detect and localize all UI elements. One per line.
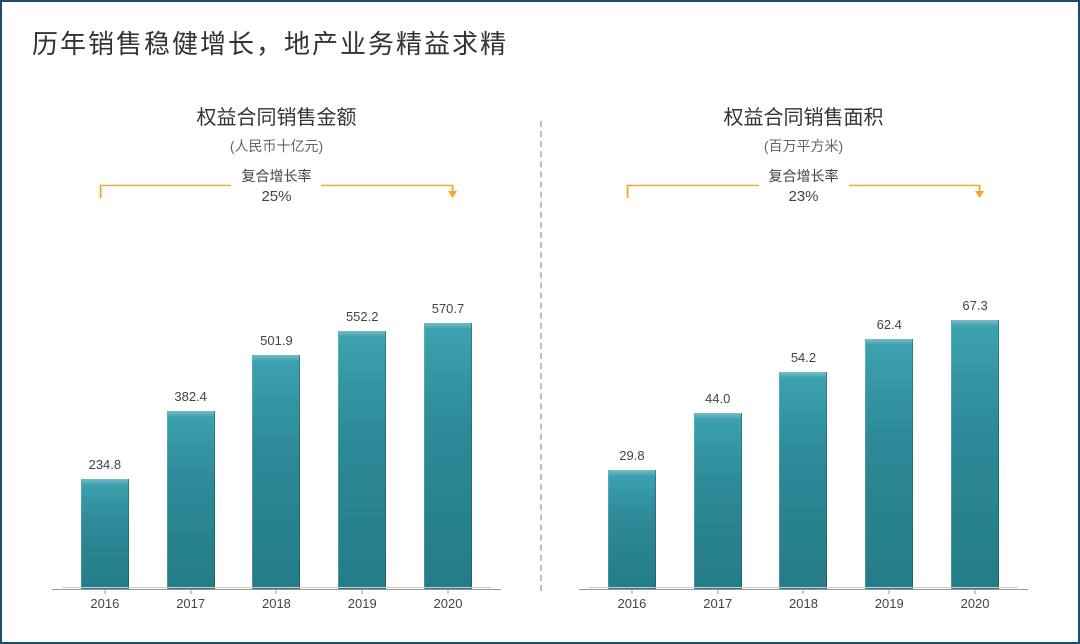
right-bar-group: 62.4 <box>851 339 928 589</box>
left-chart-subtitle: (人民币十亿元) <box>230 136 323 156</box>
left-x-label: 2016 <box>66 596 143 611</box>
left-bar: 382.4 <box>167 411 215 589</box>
left-x-label: 2020 <box>409 596 486 611</box>
right-growth-annotation: 复合增长率 23% <box>579 166 1028 216</box>
left-bar-value: 382.4 <box>158 389 224 404</box>
left-bar-group: 234.8 <box>66 479 143 589</box>
left-bar: 552.2 <box>338 331 386 589</box>
left-x-label: 2019 <box>324 596 401 611</box>
left-growth-annotation: 复合增长率 25% <box>52 166 501 216</box>
left-bar-value: 501.9 <box>243 333 309 348</box>
right-x-axis: 2016 2017 2018 2019 2020 <box>579 589 1028 611</box>
page-title: 历年销售稳健增长，地产业务精益求精 <box>2 2 1078 61</box>
right-x-label: 2017 <box>679 596 756 611</box>
right-bar-value: 62.4 <box>856 317 922 332</box>
right-bar-group: 29.8 <box>593 470 670 589</box>
right-bar-group: 67.3 <box>936 320 1013 589</box>
charts-container: 权益合同销售金额 (人民币十亿元) 复合增长率 25% 234.8 382.4 50… <box>2 61 1078 631</box>
right-bar-group: 44.0 <box>679 413 756 589</box>
left-bar-group: 382.4 <box>152 411 229 589</box>
right-bar-chart: 29.8 44.0 54.2 62.4 67.3 <box>579 222 1028 589</box>
left-bar: 234.8 <box>81 479 129 589</box>
left-growth-label: 复合增长率 25% <box>52 166 501 205</box>
right-growth-label-text: 复合增长率 <box>769 168 839 184</box>
right-bar: 54.2 <box>779 372 827 589</box>
right-chart-panel: 权益合同销售面积 (百万平方米) 复合增长率 23% 29.8 44.0 54.2 6… <box>579 101 1028 611</box>
right-chart-subtitle: (百万平方米) <box>764 136 843 156</box>
left-bar-value: 552.2 <box>329 309 395 324</box>
right-growth-label: 复合增长率 23% <box>579 166 1028 205</box>
vertical-divider <box>540 121 542 591</box>
left-chart-panel: 权益合同销售金额 (人民币十亿元) 复合增长率 25% 234.8 382.4 50… <box>52 101 501 611</box>
left-bar: 570.7 <box>424 323 472 589</box>
left-bar-value: 570.7 <box>415 301 481 316</box>
left-bar: 501.9 <box>252 355 300 589</box>
right-bar: 67.3 <box>951 320 999 589</box>
right-bar: 62.4 <box>865 339 913 589</box>
right-bar: 44.0 <box>694 413 742 589</box>
right-bar: 29.8 <box>608 470 656 589</box>
right-growth-rate: 23% <box>769 188 839 205</box>
left-bar-group: 570.7 <box>409 323 486 589</box>
left-growth-rate: 25% <box>241 188 311 205</box>
left-x-label: 2018 <box>238 596 315 611</box>
left-chart-title: 权益合同销售金额 <box>196 101 356 130</box>
left-bar-group: 501.9 <box>238 355 315 589</box>
right-bar-value: 54.2 <box>770 350 836 365</box>
right-bar-group: 54.2 <box>765 372 842 589</box>
left-growth-label-text: 复合增长率 <box>241 168 311 184</box>
right-bar-value: 29.8 <box>599 448 665 463</box>
right-bar-value: 44.0 <box>685 391 751 406</box>
left-x-axis: 2016 2017 2018 2019 2020 <box>52 589 501 611</box>
right-chart-title: 权益合同销售面积 <box>724 101 884 130</box>
left-bar-group: 552.2 <box>324 331 401 589</box>
right-x-label: 2018 <box>765 596 842 611</box>
right-bar-value: 67.3 <box>942 298 1008 313</box>
right-x-label: 2019 <box>851 596 928 611</box>
right-x-label: 2016 <box>593 596 670 611</box>
left-bar-value: 234.8 <box>72 457 138 472</box>
left-x-label: 2017 <box>152 596 229 611</box>
left-bar-chart: 234.8 382.4 501.9 552.2 570.7 <box>52 222 501 589</box>
right-x-label: 2020 <box>936 596 1013 611</box>
